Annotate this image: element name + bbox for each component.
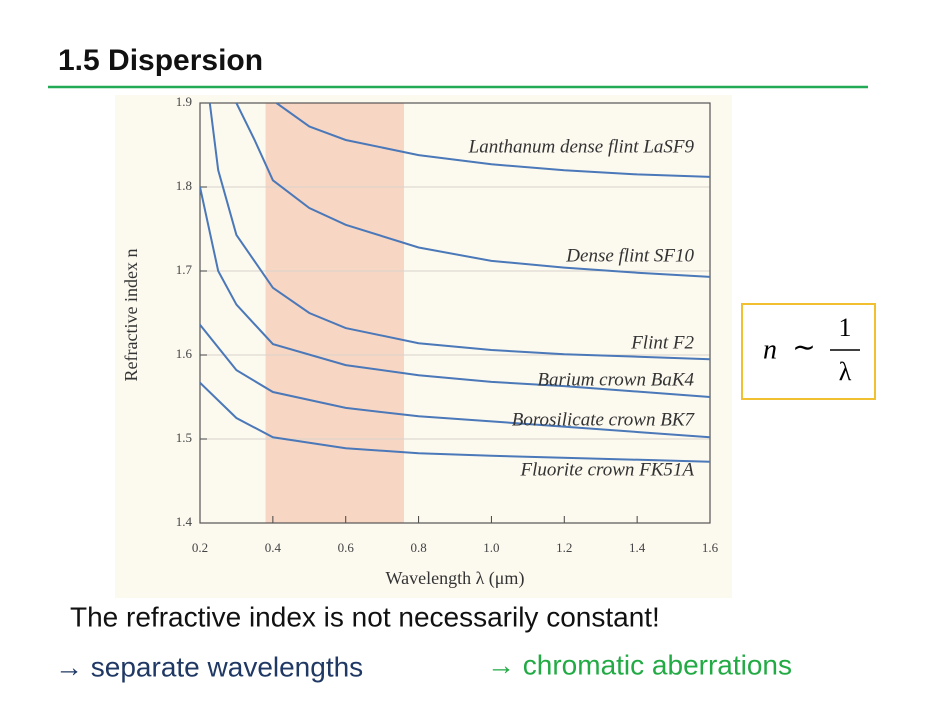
plot-frame [199, 102, 711, 524]
y-axis-label: Refractive index n [121, 249, 141, 382]
x-tick-label: 0.2 [192, 540, 208, 555]
series-label: Borosilicate crown BK7 [512, 409, 696, 430]
y-tick-label: 1.8 [176, 178, 192, 193]
series-label: Barium crown BaK4 [537, 369, 694, 390]
series-label: Lanthanum dense flint LaSF9 [468, 136, 695, 157]
plot: 1.4 1.5 1.6 1.7 1.8 1.9 0.2 0.4 0.6 0.8 1.0 1.2 1.4 1… [121, 94, 719, 589]
visible-band [265, 103, 404, 523]
series-label: Flint F2 [630, 332, 694, 353]
series-label: Dense flint SF10 [565, 245, 694, 266]
formula-lhs: n [763, 334, 777, 365]
formula-numerator: 1 [839, 313, 852, 342]
body-text: The refractive index is not necessarily … [70, 601, 660, 632]
formula-relation: ∼ [792, 332, 815, 363]
series-label: Fluorite crown FK51A [520, 459, 695, 480]
x-tick-label: 1.4 [629, 540, 646, 555]
y-tick-label: 1.4 [176, 514, 193, 529]
x-tick-label: 1.0 [483, 540, 499, 555]
bullet-text: → separate wavelengths [55, 651, 363, 682]
x-tick-label: 1.2 [556, 540, 572, 555]
y-tick-label: 1.5 [176, 430, 192, 445]
formula-box [741, 303, 876, 400]
y-tick-label: 1.9 [176, 94, 192, 109]
curve [275, 103, 710, 178]
x-axis-label: Wavelength λ (μm) [386, 568, 525, 589]
curve [200, 324, 710, 439]
x-tick-label: 0.6 [338, 540, 355, 555]
slide-title: 1.5 Dispersion [58, 44, 263, 77]
curve [235, 103, 710, 278]
curve [200, 186, 710, 398]
formula-denominator: λ [839, 357, 852, 386]
curve [200, 381, 710, 463]
y-tick-label: 1.6 [176, 346, 193, 361]
curve [208, 103, 710, 361]
x-tick-label: 0.8 [410, 540, 426, 555]
y-tick-label: 1.7 [176, 262, 193, 277]
x-tick-label: 0.4 [265, 540, 282, 555]
x-tick-label: 1.6 [702, 540, 719, 555]
bullet-text: → chromatic aberrations [487, 649, 792, 680]
